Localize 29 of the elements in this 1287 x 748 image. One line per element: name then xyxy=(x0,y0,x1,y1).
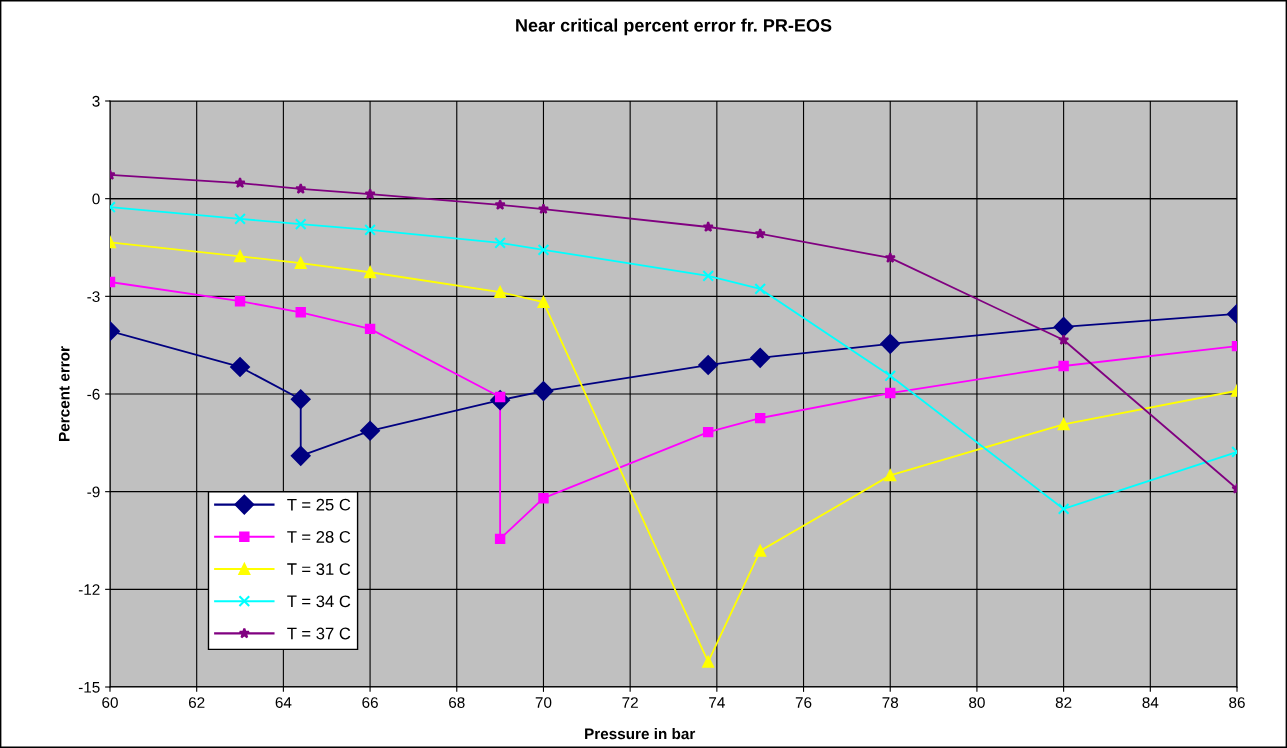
legend-label: T = 37 C xyxy=(287,627,351,640)
x-tick-label: 80 xyxy=(969,697,985,708)
y-tick-label: -15 xyxy=(78,682,100,693)
x-tick-label: 78 xyxy=(882,697,899,708)
chart-title: Near critical percent error fr. PR-EOS xyxy=(516,18,832,36)
x-tick-label: 76 xyxy=(795,697,812,708)
x-tick-label: 70 xyxy=(535,697,552,708)
y-axis-title: Percent error xyxy=(58,346,70,441)
x-tick-label: 86 xyxy=(1229,697,1245,708)
legend-label: T = 34 C xyxy=(287,595,351,608)
x-tick-label: 84 xyxy=(1142,697,1159,708)
x-tick-label: 72 xyxy=(622,697,638,708)
x-axis-title: Pressure in bar xyxy=(585,728,696,740)
y-tick-label: 0 xyxy=(92,193,100,205)
y-tick-label: 3 xyxy=(92,95,100,107)
x-tick-label: 68 xyxy=(449,697,465,708)
x-tick-label: 64 xyxy=(275,697,292,708)
x-tick-label: 66 xyxy=(362,697,378,708)
x-tick-label: 82 xyxy=(1055,697,1072,708)
legend-label: T = 31 C xyxy=(287,563,351,575)
x-tick-label: 60 xyxy=(102,697,118,708)
x-tick-label: 74 xyxy=(709,697,725,708)
legend-label: T = 28 C xyxy=(287,530,351,543)
y-tick-label: -9 xyxy=(87,486,100,498)
legend-label: T = 25 C xyxy=(287,498,351,511)
y-tick-label: -12 xyxy=(78,584,100,595)
y-tick-label: -3 xyxy=(87,291,100,303)
x-tick-label: 62 xyxy=(188,697,205,708)
y-tick-label: -6 xyxy=(87,388,100,400)
